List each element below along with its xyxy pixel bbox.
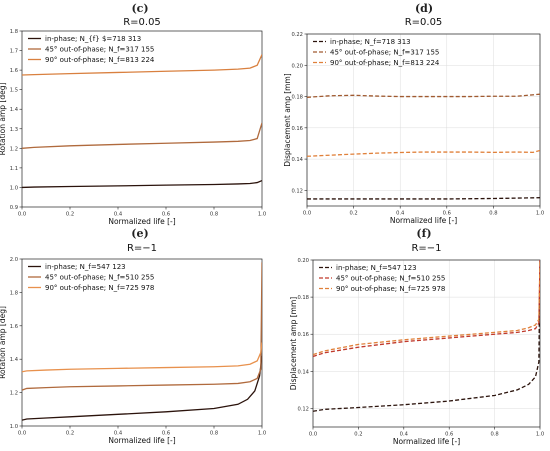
legend-entry: 45° out-of-phase; N_f=317 155 — [45, 46, 154, 54]
y-axis-label: Displacement amp [mm] — [283, 73, 292, 167]
y-tick-label: 0.12 — [297, 406, 309, 412]
series-line-1 — [313, 260, 540, 412]
y-tick-label: 0.18 — [297, 295, 309, 301]
y-tick-label: 0.16 — [297, 332, 309, 338]
legend-entry: in-phase; N_f=547 123 — [336, 264, 417, 272]
y-tick-label: 1.3 — [10, 127, 18, 133]
x-tick-label: 0.0 — [309, 432, 317, 438]
series-line-2 — [22, 122, 262, 149]
x-tick-label: 0.4 — [396, 211, 405, 217]
y-tick-label: 1.2 — [10, 146, 18, 152]
chart-panel-3: (e) R=−1 0.0 0.2 0.4 0.6 0.8 1.0 1.0 1.2 1.4 1.6 1.8… — [0, 227, 266, 445]
y-tick-label: 0.20 — [297, 258, 309, 264]
legend-entry: 45° out-of-phase; N_f=317 155 — [330, 49, 439, 57]
panel-letter: (f) — [416, 227, 431, 240]
y-tick-label: 2.0 — [10, 257, 18, 263]
x-tick-label: 0.6 — [162, 212, 170, 218]
y-tick-label: 1.2 — [10, 391, 18, 397]
plot-frame — [21, 30, 263, 208]
y-tick-label: 1.6 — [10, 68, 18, 74]
y-tick-label: 1.6 — [10, 324, 18, 330]
x-axis-label: Normalized life [-] — [393, 437, 460, 446]
legend-entry: 90° out-of-phase; N_f=725 978 — [45, 284, 154, 292]
chart-panel-4: (f) R=−1 0.0 0.2 0.4 0.6 0.8 1.0 0.12 0.14 0.16 0.1… — [289, 227, 544, 446]
chart-title: R=0.05 — [405, 17, 443, 28]
y-tick-label: 1.4 — [10, 107, 19, 113]
y-tick-label: 1.0 — [10, 185, 18, 191]
series-line-1 — [22, 179, 262, 189]
x-tick-label: 0.0 — [18, 212, 26, 218]
x-tick-label: 0.6 — [162, 431, 170, 437]
x-tick-label: 0.2 — [349, 211, 357, 217]
y-tick-label: 0.12 — [291, 188, 303, 194]
x-tick-label: 1.0 — [536, 211, 544, 217]
x-tick-label: 0.4 — [114, 431, 123, 437]
chart-panel-2: (d) R=0.05 0.0 0.2 0.4 0.6 0.8 1.0 0.12 0.14 0.16 0… — [283, 2, 544, 225]
y-tick-label: 1.7 — [10, 49, 18, 55]
y-tick-label: 0.16 — [291, 126, 303, 132]
panel-letter: (c) — [131, 2, 148, 15]
x-tick-label: 0.0 — [18, 431, 26, 437]
x-axis-label: Normalized life [-] — [108, 217, 175, 226]
y-tick-label: 0.22 — [291, 32, 303, 38]
legend-entry: 90° out-of-phase; N_f=813 224 — [330, 59, 440, 67]
y-tick-label: 1.1 — [10, 166, 18, 172]
x-tick-label: 0.6 — [443, 211, 451, 217]
chart-title: R=−1 — [127, 243, 157, 254]
legend-entry: 90° out-of-phase; N_f=813 224 — [45, 56, 155, 64]
x-axis-label: Normalized life [-] — [108, 436, 175, 445]
y-tick-label: 0.9 — [10, 205, 18, 211]
legend-entry: 90° out-of-phase; N_f=725 978 — [336, 285, 445, 293]
y-axis-label: Displacement amp [mm] — [289, 297, 298, 391]
x-tick-label: 0.8 — [490, 432, 498, 438]
x-tick-label: 1.0 — [258, 431, 266, 437]
x-axis-label: Normalized life [-] — [390, 216, 457, 225]
x-tick-label: 0.0 — [303, 211, 311, 217]
x-tick-label: 0.2 — [66, 431, 74, 437]
panel-letter: (e) — [131, 227, 148, 240]
y-tick-label: 1.8 — [10, 290, 18, 296]
chart-panel-1: (c) R=0.05 0.0 0.2 0.4 0.6 0.8 1.0 0.9 1.0 1.1 1.2 1… — [0, 2, 266, 226]
legend-entry: in-phase; N_{f} $=718 313 — [45, 35, 141, 43]
y-tick-label: 0.20 — [291, 63, 303, 69]
y-tick-label: 1.4 — [10, 357, 19, 363]
series-line-3 — [22, 342, 262, 373]
x-tick-label: 0.4 — [400, 432, 409, 438]
y-axis-label: Rotation amp [deg] — [0, 83, 7, 156]
x-tick-label: 1.0 — [536, 432, 544, 438]
series-line-2 — [22, 262, 262, 391]
x-tick-label: 0.2 — [66, 212, 74, 218]
panel-letter: (d) — [415, 2, 433, 15]
chart-title: R=0.05 — [123, 17, 161, 28]
legend-entry: 45° out-of-phase; N_f=510 255 — [45, 274, 154, 282]
y-tick-label: 0.18 — [291, 95, 303, 101]
series-line-3 — [22, 54, 262, 76]
series-line-3 — [313, 260, 540, 356]
plot-frame — [312, 259, 541, 428]
legend-entry: in-phase; N_f=547 123 — [45, 263, 126, 271]
x-tick-label: 0.4 — [114, 212, 123, 218]
x-tick-label: 1.0 — [258, 212, 266, 218]
x-tick-label: 0.6 — [445, 432, 453, 438]
series-line-2 — [307, 93, 540, 98]
x-tick-label: 0.8 — [489, 211, 497, 217]
x-tick-label: 0.8 — [210, 212, 218, 218]
y-axis-label: Rotation amp [deg] — [0, 306, 7, 379]
series-line-1 — [22, 355, 262, 421]
chart-title: R=−1 — [411, 243, 441, 254]
legend-entry: 45° out-of-phase; N_f=510 255 — [336, 275, 445, 283]
x-tick-label: 0.2 — [354, 432, 362, 438]
y-tick-label: 1.0 — [10, 424, 18, 430]
series-line-3 — [307, 149, 540, 157]
series-line-1 — [307, 197, 540, 200]
y-tick-label: 1.5 — [10, 88, 18, 94]
plot-frame — [306, 33, 541, 207]
y-tick-label: 0.14 — [291, 157, 303, 163]
y-tick-label: 0.14 — [297, 369, 309, 375]
y-tick-label: 1.8 — [10, 29, 18, 35]
x-tick-label: 0.8 — [210, 431, 218, 437]
legend-entry: in-phase; N_f=718 313 — [330, 38, 411, 46]
series-line-2 — [313, 260, 540, 358]
